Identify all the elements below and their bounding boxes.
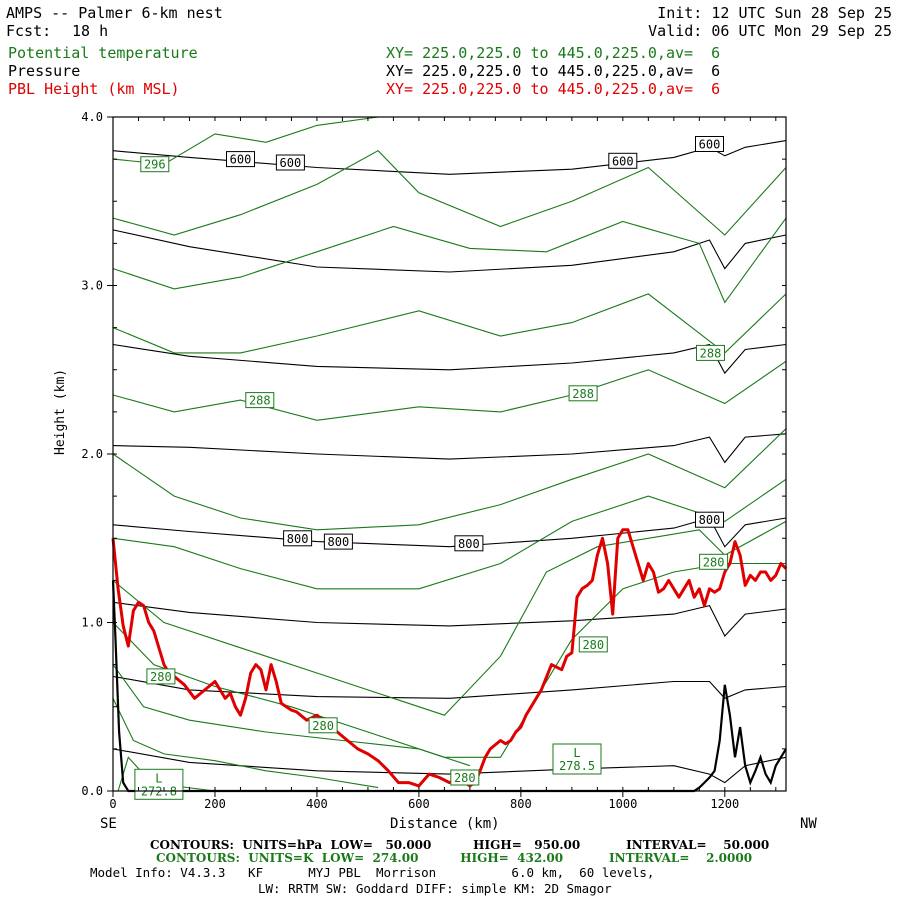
contour-label-text: 280 xyxy=(703,555,725,569)
contour-label-text: 280 xyxy=(312,719,334,733)
footer-theta-contours: CONTOURS: UNITS=K LOW= 274.00 HIGH= 432.… xyxy=(156,851,753,865)
contour-label-box xyxy=(568,385,598,402)
contour-label-box xyxy=(226,151,255,168)
y-tick-label: 1.0 xyxy=(81,616,103,630)
forecast-hour: 18 h xyxy=(72,22,109,40)
contour-label-text: 280 xyxy=(582,638,604,652)
field-xy-theta: XY= 225.0,225.0 to 445.0,225.0,av= 6 xyxy=(386,44,721,62)
x-tick-label: 800 xyxy=(510,797,532,811)
isobar-950 xyxy=(112,748,787,784)
theta-contour-294 xyxy=(112,150,787,236)
isobar-600 xyxy=(112,140,787,175)
contour-label-text: 288 xyxy=(249,394,271,408)
footer-pressure-contours: CONTOURS: UNITS=hPa LOW= 50.000 HIGH= 95… xyxy=(150,838,770,852)
forecast-label: Fcst: xyxy=(6,22,52,40)
contour-label-box xyxy=(578,636,608,653)
y-tick-label: 3.0 xyxy=(81,279,103,293)
terrain-line xyxy=(111,580,787,793)
se-label: SE xyxy=(100,816,117,832)
x-tick-label: 0 xyxy=(109,797,116,811)
field-xy-pbl: XY= 225.0,225.0 to 445.0,225.0,av= 6 xyxy=(386,80,721,98)
contour-label-box xyxy=(450,769,480,786)
theta-contour-290 xyxy=(112,293,787,354)
x-tick-label: 1200 xyxy=(710,797,739,811)
nw-label: NW xyxy=(800,816,817,832)
field-xy-pressure: XY= 225.0,225.0 to 445.0,225.0,av= 6 xyxy=(386,62,721,80)
init-time: Init: 12 UTC Sun 28 Sep 25 xyxy=(657,4,892,22)
x-axis-title: Distance (km) xyxy=(390,816,500,832)
contour-label-box xyxy=(283,530,313,547)
x-tick-label: 600 xyxy=(408,797,430,811)
contour-label-box xyxy=(146,668,176,685)
pbl-height-series xyxy=(111,528,788,788)
contour-label-text: 800 xyxy=(287,532,309,546)
plot-border xyxy=(112,116,787,792)
isobar-800 xyxy=(112,517,787,548)
field-name-pbl: PBL Height (km MSL) xyxy=(8,80,180,98)
field-name-pressure: Pressure xyxy=(8,62,81,80)
contour-label-text: 600 xyxy=(230,153,252,167)
contour-labels: 600 600 600 600 800 800 800 800 296 288 288 288 280 2… xyxy=(134,136,729,800)
contour-label-box xyxy=(140,156,170,173)
low-marker-letter: L xyxy=(573,746,580,760)
x-tick-label: 200 xyxy=(204,797,226,811)
y-axis-title: Height (km) xyxy=(53,368,68,455)
low-marker-box xyxy=(552,743,602,775)
theta-contour-282 xyxy=(112,520,787,716)
contour-label-box xyxy=(695,136,724,152)
footer-model-info-1: Model Info: V4.3.3 KF MYJ PBL Morrison 6… xyxy=(90,865,655,880)
contour-label-box xyxy=(695,511,724,528)
x-tick-label: 400 xyxy=(306,797,328,811)
contour-label-text: 280 xyxy=(150,670,172,684)
valid-time: Valid: 06 UTC Mon 29 Sep 25 xyxy=(648,22,892,40)
map-title: AMPS -- Palmer 6-km nest xyxy=(6,4,223,22)
footer-model-info-2: LW: RRTM SW: Goddard DIFF: simple KM: 2D… xyxy=(258,881,612,896)
theta-contour-276 xyxy=(112,698,379,789)
contour-label-box xyxy=(696,344,725,361)
y-tick-label: 2.0 xyxy=(81,447,103,461)
contour-label-text: 800 xyxy=(458,537,480,551)
contour-label-text: 288 xyxy=(700,346,722,360)
low-marker-letter: L xyxy=(155,771,162,785)
theta-contour-284 xyxy=(112,478,787,590)
contour-label-box xyxy=(699,553,729,570)
plot-frame xyxy=(112,116,787,792)
contour-label-text: 600 xyxy=(699,138,721,152)
y-tick-label: 4.0 xyxy=(81,110,103,124)
isobar-650 xyxy=(112,229,787,273)
theta-contour-288 xyxy=(112,360,787,421)
axes: 0 200 400 600 800 1000 1200 0.0 1.0 2.0 3.0 4.0 xyxy=(81,110,786,811)
contour-label-box xyxy=(608,152,638,169)
isobar-850 xyxy=(112,601,787,637)
contour-label-text: 280 xyxy=(454,771,476,785)
pbl-height-line xyxy=(111,528,788,788)
contour-label-text: 296 xyxy=(144,158,166,172)
contour-label-box xyxy=(323,533,353,550)
contour-label-text: 288 xyxy=(572,387,594,401)
field-name-theta: Potential temperature xyxy=(8,44,198,62)
isobar-700 xyxy=(112,343,787,375)
isobar-900 xyxy=(112,675,787,699)
contour-label-text: 600 xyxy=(612,154,634,168)
isobar-750 xyxy=(112,433,787,464)
theta-contour-280 xyxy=(112,562,786,758)
low-marker-value: 278.5 xyxy=(559,759,595,773)
contour-label-box xyxy=(275,154,305,171)
low-marker-box xyxy=(134,768,184,800)
theta-contours xyxy=(112,116,787,792)
contour-label-box xyxy=(454,535,484,552)
contour-label-text: 800 xyxy=(699,513,721,527)
contour-label-box xyxy=(245,392,275,409)
contour-label-text: 600 xyxy=(280,156,302,170)
theta-contour-286 xyxy=(112,428,787,531)
x-tick-label: 1000 xyxy=(608,797,637,811)
contour-label-text: 800 xyxy=(328,535,350,549)
y-tick-label: 0.0 xyxy=(81,784,103,798)
terrain-profile xyxy=(111,580,787,793)
contour-label-box xyxy=(308,717,338,734)
theta-contour-292 xyxy=(112,217,787,304)
